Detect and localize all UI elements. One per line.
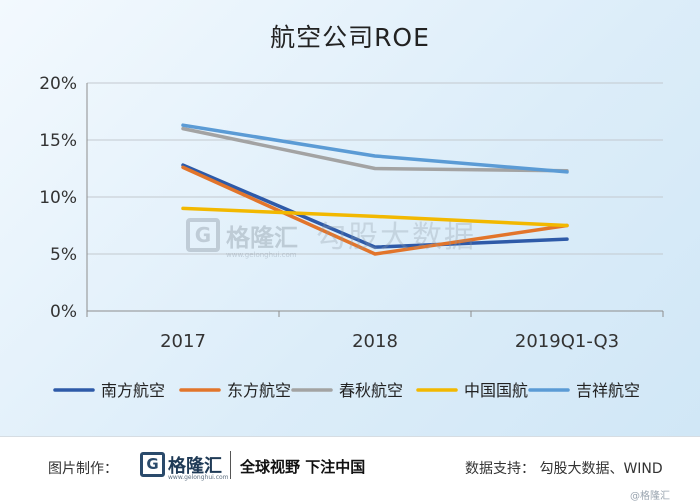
legend: 南方航空 东方航空 春秋航空 中国国航 吉祥航空 xyxy=(53,381,640,400)
series-line xyxy=(181,165,569,256)
legend-label: 吉祥航空 xyxy=(576,381,640,400)
y-axis-ticks: 0% 5% 10% 15% 20% xyxy=(39,74,77,322)
y-tick-label: 15% xyxy=(39,131,77,151)
x-tick-label: 2018 xyxy=(352,331,398,352)
brand-logo-icon: G xyxy=(140,452,165,477)
x-tick-label: 2019Q1-Q3 xyxy=(515,331,619,352)
footer-brand: 格隆汇 xyxy=(168,456,222,477)
series-lines xyxy=(181,123,569,256)
y-tick-label: 5% xyxy=(50,245,77,265)
series-line xyxy=(181,126,569,173)
divider xyxy=(230,451,231,479)
series-line xyxy=(181,163,569,249)
footer: 图片制作： G 格隆汇 www.gelonghui.com 全球视野 下注中国 … xyxy=(0,436,700,504)
footer-slogan: 全球视野 下注中国 xyxy=(240,458,366,476)
data-source: 数据支持： 勾股大数据、WIND xyxy=(465,461,663,477)
footer-brand-url: www.gelonghui.com xyxy=(168,474,229,481)
y-tick-label: 20% xyxy=(39,74,77,94)
line-chart: 0% 5% 10% 15% 20% 2017 2018 2019Q1-Q3 南方航空 东方航空… xyxy=(39,74,664,400)
made-by-label: 图片制作： xyxy=(48,461,118,477)
legend-label: 春秋航空 xyxy=(339,381,403,400)
watermark-partner: 勾股大数据 xyxy=(316,220,476,255)
corner-watermark: @格隆汇 xyxy=(630,491,670,502)
legend-label: 东方航空 xyxy=(227,381,291,400)
y-tick-label: 0% xyxy=(50,302,77,322)
grid-lines xyxy=(86,82,664,317)
chart-title: 航空公司ROE xyxy=(270,23,430,52)
x-axis-ticks: 2017 2018 2019Q1-Q3 xyxy=(160,331,619,352)
y-tick-label: 10% xyxy=(39,188,77,208)
series-line xyxy=(181,206,569,228)
series-line xyxy=(181,123,569,174)
legend-label: 南方航空 xyxy=(101,381,165,400)
x-tick-label: 2017 xyxy=(160,331,206,352)
legend-label: 中国国航 xyxy=(464,381,528,400)
